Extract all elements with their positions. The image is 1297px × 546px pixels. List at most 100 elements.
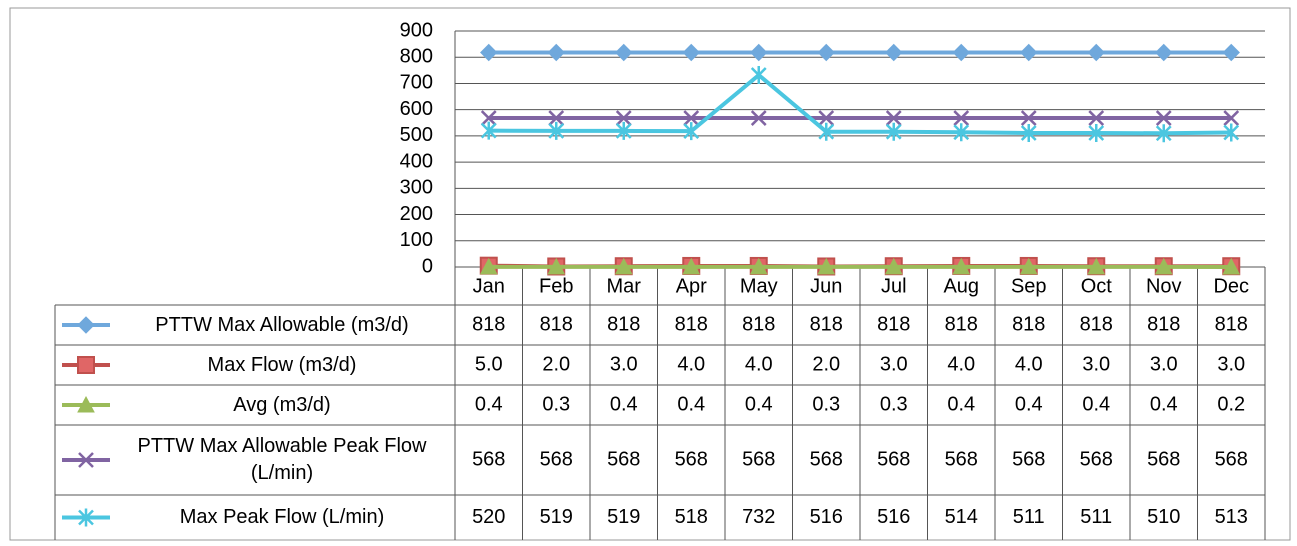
marker (749, 257, 768, 275)
table-value: 510 (1147, 506, 1180, 528)
x-tick-label: Aug (943, 275, 979, 297)
table-value: 568 (877, 448, 910, 470)
marker (750, 66, 767, 85)
table-value: 818 (877, 313, 910, 335)
table-value: 0.3 (812, 393, 840, 415)
table-value: 4.0 (1015, 353, 1043, 375)
table-value: 818 (607, 313, 640, 335)
x-tick-label: Feb (539, 275, 573, 297)
y-tick-label: 900 (400, 19, 433, 41)
legend-label-box: PTTW Max Allowable Peak Flow (L/min) (138, 435, 427, 484)
marker (480, 110, 497, 126)
table-value: 568 (607, 448, 640, 470)
table-value: 3.0 (1150, 353, 1178, 375)
table-value: 818 (1012, 313, 1045, 335)
marker (683, 122, 700, 141)
x-tick-label: Oct (1081, 275, 1113, 297)
table-value: 0.4 (1150, 393, 1178, 415)
legend-label-box: Avg (m3/d) (233, 394, 330, 416)
marker (884, 257, 903, 275)
marker (818, 122, 835, 141)
marker (817, 43, 835, 62)
y-tick-label: 200 (400, 203, 433, 225)
marker (1020, 43, 1038, 62)
x-tick-label: Dec (1213, 275, 1249, 297)
marker (547, 257, 566, 275)
table-value: 3.0 (1217, 353, 1245, 375)
table-value: 732 (742, 506, 775, 528)
table-value: 818 (742, 313, 775, 335)
table-value: 0.4 (610, 393, 638, 415)
y-tick-label: 300 (400, 177, 433, 199)
table-value: 513 (1215, 506, 1248, 528)
table-value: 518 (675, 506, 708, 528)
table-value: 818 (1080, 313, 1113, 335)
y-tick-label: 700 (400, 72, 433, 94)
legend-label: Max Peak Flow (L/min) (179, 506, 385, 528)
table-value: 818 (675, 313, 708, 335)
table-value: 568 (1080, 448, 1113, 470)
table-value: 568 (540, 448, 573, 470)
table-value: 4.0 (745, 353, 773, 375)
marker (77, 356, 95, 374)
x-tick-label: Mar (607, 275, 642, 297)
marker (682, 43, 700, 62)
y-tick-label: 0 (422, 255, 433, 277)
y-tick-label: 600 (400, 98, 433, 120)
table-value: 818 (810, 313, 843, 335)
marker (1222, 257, 1241, 275)
marker (750, 110, 767, 126)
table-value: 519 (540, 506, 573, 528)
table-value: 0.2 (1217, 393, 1245, 415)
marker (77, 316, 95, 334)
series-line (488, 72, 1232, 136)
table-value: 818 (540, 313, 573, 335)
marker (78, 508, 94, 527)
marker (885, 110, 902, 126)
table-value: 511 (1080, 506, 1112, 528)
x-tick-label: Jul (881, 275, 907, 297)
marker (1155, 110, 1172, 126)
table-value: 0.4 (677, 393, 705, 415)
y-tick-label: 500 (400, 124, 433, 146)
x-tick-label: May (740, 275, 778, 297)
marker (480, 121, 497, 140)
marker (683, 110, 700, 126)
legend-label: Max Flow (m3/d) (207, 353, 357, 376)
x-tick-label: Sep (1011, 275, 1047, 297)
marker (615, 110, 632, 126)
legend-label: PTTW Max Allowable (m3/d) (155, 313, 409, 336)
marker (480, 43, 498, 62)
marker (682, 257, 701, 275)
table-value: 0.4 (947, 393, 975, 415)
table-value: 568 (472, 448, 505, 470)
table-value: 0.4 (1082, 393, 1110, 415)
table-value: 4.0 (947, 353, 975, 375)
marker (1223, 123, 1240, 142)
table-value: 516 (877, 506, 910, 528)
marker (78, 452, 94, 468)
table-value: 2.0 (542, 353, 570, 375)
x-tick-label: Jan (473, 275, 505, 297)
table-value: 3.0 (1082, 353, 1110, 375)
legend-label-box: PTTW Max Allowable (m3/d) (155, 313, 409, 336)
table-value: 0.4 (745, 393, 773, 415)
table-value: 568 (1012, 448, 1045, 470)
legend-label-box: Max Flow (m3/d) (207, 353, 357, 376)
marker (750, 43, 768, 62)
marker (615, 43, 633, 62)
marker (952, 43, 970, 62)
y-tick-label: 100 (400, 229, 433, 251)
frame (9, 7, 1291, 541)
marker (885, 43, 903, 62)
x-tick-label: Jun (810, 275, 842, 297)
marker (952, 257, 971, 275)
marker (77, 395, 95, 413)
marker (548, 110, 565, 126)
table-value: 4.0 (677, 353, 705, 375)
marker (1087, 257, 1106, 275)
table-value: 516 (810, 506, 843, 528)
marker (547, 43, 565, 62)
marker (1155, 124, 1172, 143)
